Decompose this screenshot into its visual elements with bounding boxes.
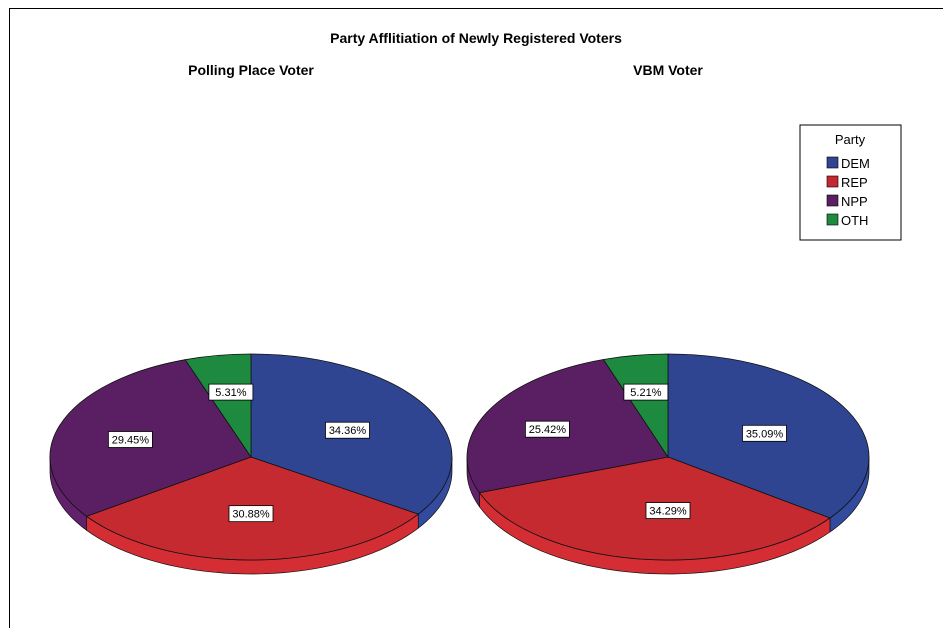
data-label-oth: 5.31% — [208, 383, 254, 401]
pie-vbm: 35.09% 34.29% 25.42% 5.21% — [466, 353, 870, 575]
legend-swatch — [826, 194, 839, 207]
data-label-box — [228, 505, 274, 523]
pie-subtitle-polling: Polling Place Voter — [188, 62, 314, 78]
data-label-box — [645, 502, 691, 519]
legend: Party DEM REP NPP OTH — [799, 124, 902, 241]
data-label-npp: 25.42% — [525, 420, 570, 438]
data-label-text: 29.45% — [112, 434, 150, 446]
data-label-oth: 5.21% — [623, 383, 669, 401]
data-label-text: 34.36% — [329, 425, 367, 437]
legend-box — [799, 124, 902, 241]
data-label-npp: 29.45% — [108, 431, 153, 448]
legend-swatch — [826, 156, 839, 169]
data-label-box — [742, 424, 787, 442]
legend-label: DEM — [841, 156, 870, 171]
legend-label: NPP — [841, 194, 868, 209]
data-label-box — [108, 431, 153, 448]
pie-slice-oth — [602, 353, 669, 459]
data-label-box — [208, 383, 254, 401]
chart-frame — [9, 8, 943, 628]
data-label-text: 5.21% — [630, 387, 661, 399]
legend-label: REP — [841, 175, 868, 190]
chart-title: Party Afflitiation of Newly Registered V… — [330, 30, 622, 46]
data-label-text: 34.29% — [649, 506, 687, 518]
data-label-dem: 34.36% — [325, 421, 370, 439]
data-label-text: 5.31% — [215, 387, 246, 399]
legend-swatch — [826, 175, 839, 188]
data-label-box — [525, 420, 570, 438]
legend-swatch — [826, 213, 839, 226]
data-label-box — [623, 383, 669, 401]
legend-title: Party — [835, 132, 866, 147]
pie-polling-place: 34.36% 30.88% 29.45% 5.31% — [49, 353, 453, 575]
legend-item-oth: OTH — [826, 213, 868, 228]
pie-subtitle-vbm: VBM Voter — [633, 62, 703, 78]
legend-item-rep: REP — [826, 175, 868, 190]
data-label-text: 35.09% — [746, 428, 784, 440]
legend-item-npp: NPP — [826, 194, 868, 209]
data-label-rep: 34.29% — [645, 502, 691, 519]
pie-slice-oth — [184, 353, 252, 459]
data-label-rep: 30.88% — [228, 505, 274, 523]
data-label-box — [325, 421, 370, 439]
legend-label: OTH — [841, 213, 868, 228]
data-label-dem: 35.09% — [742, 424, 787, 442]
legend-item-dem: DEM — [826, 156, 870, 171]
chart-svg: Party Afflitiation of Newly Registered V… — [49, 30, 902, 575]
data-label-text: 25.42% — [529, 424, 567, 436]
data-label-text: 30.88% — [232, 509, 270, 521]
